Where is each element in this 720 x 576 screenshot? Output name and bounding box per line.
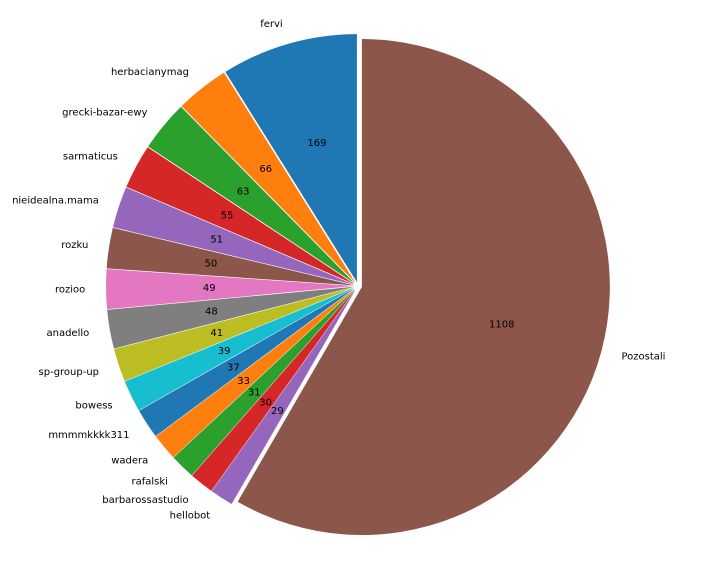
- slice-value-15: 1108: [489, 320, 514, 331]
- slice-label-3: sarmaticus: [63, 152, 118, 163]
- pie-slice-14: [211, 289, 356, 505]
- pie-slice-0: [225, 34, 357, 283]
- pie-slice-4: [112, 187, 355, 285]
- slice-value-8: 41: [210, 328, 223, 339]
- slice-value-14: 29: [271, 406, 284, 417]
- slice-label-12: rafalski: [131, 477, 167, 488]
- slice-label-7: anadello: [46, 328, 89, 339]
- pie-slice-7: [107, 286, 355, 349]
- pie-slice-5: [106, 227, 355, 286]
- pie-slice-13: [192, 289, 356, 491]
- slice-label-0: fervi: [260, 19, 282, 30]
- slice-label-1: herbacianymag: [111, 67, 189, 78]
- slice-label-4: nieidealna.mama: [12, 196, 99, 207]
- slice-label-8: sp-group-up: [39, 367, 100, 378]
- slice-label-2: grecki-bazar-ewy: [62, 108, 147, 119]
- slice-label-5: rozku: [61, 240, 88, 251]
- slice-value-7: 48: [205, 307, 218, 318]
- slice-value-0: 169: [307, 138, 326, 149]
- pie-slice-2: [148, 106, 355, 284]
- pie-slice-3: [126, 147, 355, 285]
- slice-label-10: mmmmkkkk311: [48, 430, 129, 441]
- slice-value-12: 31: [248, 388, 261, 399]
- slice-value-4: 51: [210, 234, 223, 245]
- slice-value-10: 37: [227, 362, 240, 373]
- slice-value-1: 66: [259, 164, 272, 175]
- slice-value-3: 55: [221, 210, 234, 221]
- pie-labels: fervi 169 herbacianymag 66 grecki-bazar-ewy 6…: [12, 19, 665, 522]
- pie-slice-1: [181, 72, 356, 283]
- pie-slice-12: [173, 288, 356, 476]
- slice-label-9: bowess: [75, 400, 112, 411]
- slice-value-6: 49: [203, 283, 216, 294]
- slice-label-14: hellobot: [170, 510, 211, 521]
- slice-value-13: 30: [259, 398, 272, 409]
- pie-slice-6: [106, 269, 355, 310]
- pie-slice-9: [124, 287, 355, 411]
- slice-label-6: rozioo: [55, 284, 85, 295]
- slice-value-2: 63: [237, 186, 250, 197]
- slice-label-13: barbarossastudio: [102, 495, 188, 506]
- pie-slice-15: [237, 39, 610, 536]
- slice-label-15: Pozostali: [621, 352, 665, 363]
- pie-slice-11: [155, 288, 355, 458]
- slice-label-11: wadera: [111, 455, 148, 466]
- slice-value-5: 50: [205, 259, 218, 270]
- slice-value-11: 33: [237, 376, 250, 387]
- pie-slices: [106, 34, 610, 536]
- pie-slice-10: [139, 288, 355, 437]
- slice-value-9: 39: [218, 346, 231, 357]
- pie-slice-8: [114, 287, 355, 382]
